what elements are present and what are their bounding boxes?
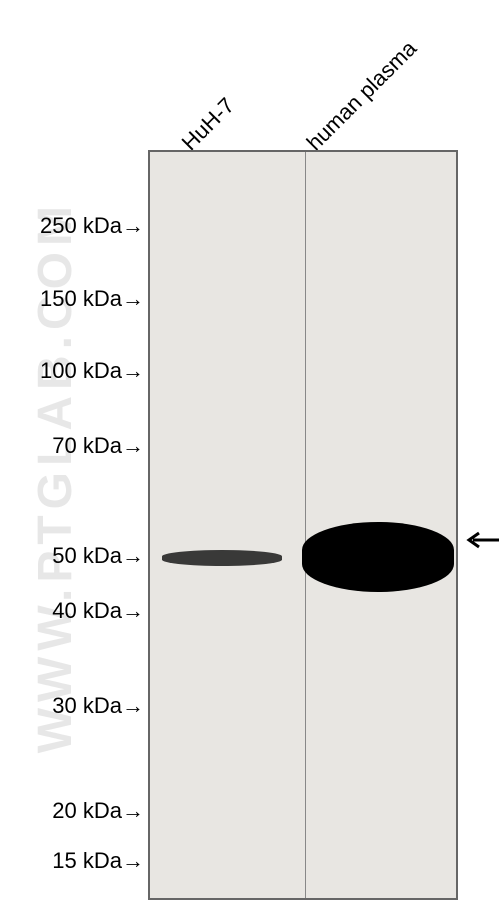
mw-marker-5: 40 kDa→ xyxy=(52,598,144,624)
band-2 xyxy=(302,522,454,592)
watermark-text: WWW.PTGLAB.COM xyxy=(28,200,83,753)
mw-marker-1: 150 kDa→ xyxy=(40,286,144,312)
mw-marker-8: 15 kDa→ xyxy=(52,848,144,874)
mw-marker-7: 20 kDa→ xyxy=(52,798,144,824)
mw-marker-2: 100 kDa→ xyxy=(40,358,144,384)
lane-divider xyxy=(305,152,306,898)
blot-figure: WWW.PTGLAB.COM HuH-7 human plasma 250 kD… xyxy=(0,0,500,903)
lane-label-1: HuH-7 xyxy=(177,93,240,156)
mw-marker-3: 70 kDa→ xyxy=(52,433,144,459)
band-indicator-arrow xyxy=(465,530,499,550)
lane-label-2: human plasma xyxy=(302,36,422,156)
mw-marker-6: 30 kDa→ xyxy=(52,693,144,719)
band-1 xyxy=(162,550,282,566)
mw-marker-0: 250 kDa→ xyxy=(40,213,144,239)
mw-marker-4: 50 kDa→ xyxy=(52,543,144,569)
blot-membrane xyxy=(148,150,458,900)
